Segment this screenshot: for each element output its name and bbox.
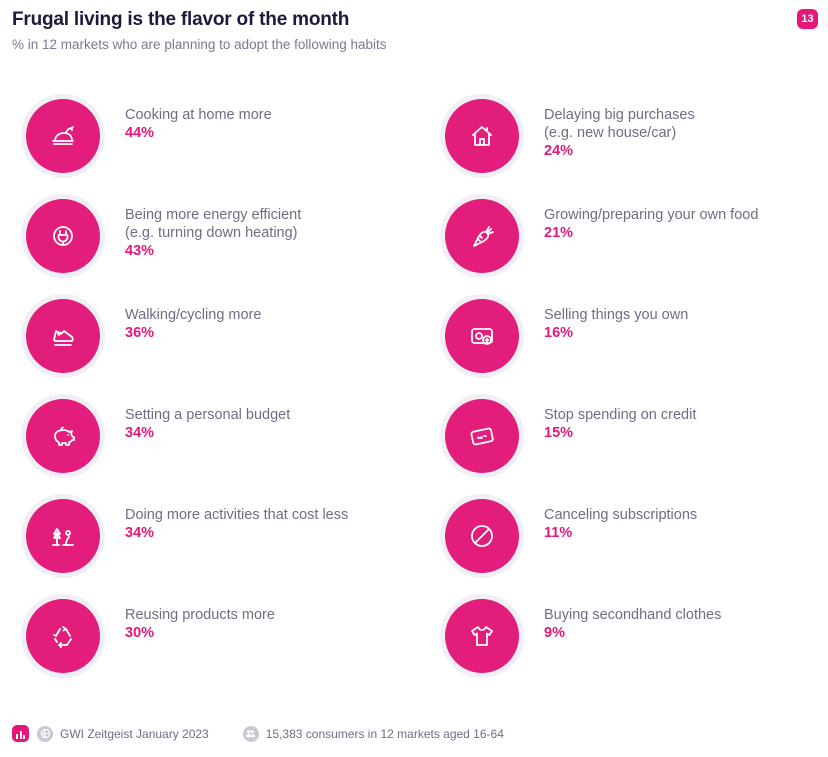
sell-tag-icon	[445, 299, 519, 373]
habit-icon-circle	[440, 294, 524, 378]
habit-label: Being more energy efficient (e.g. turning…	[125, 207, 302, 241]
habit-value: 24%	[544, 143, 574, 159]
page-number-badge: 13	[797, 9, 818, 29]
habit-icon-circle	[440, 594, 524, 678]
habit-item: Walking/cycling more 36%	[21, 294, 421, 380]
habit-icon-circle	[21, 94, 105, 178]
habit-label: Canceling subscriptions	[544, 507, 698, 523]
tshirt-icon	[445, 599, 519, 673]
habit-icon-circle	[440, 494, 524, 578]
habit-item: Canceling subscriptions 11%	[440, 494, 828, 580]
piggy-bank-icon	[26, 399, 100, 473]
footer: GWI Zeitgeist January 2023 15,383 consum…	[12, 725, 504, 742]
carrot-icon	[445, 199, 519, 273]
cancel-icon	[445, 499, 519, 573]
recycle-icon	[26, 599, 100, 673]
habit-value: 21%	[544, 225, 574, 241]
habit-icon-circle	[21, 294, 105, 378]
habit-label: Selling things you own	[544, 307, 689, 323]
habit-label: Reusing products more	[125, 607, 275, 623]
footer-source: GWI Zeitgeist January 2023	[60, 726, 209, 741]
habit-item: Doing more activities that cost less 34%	[21, 494, 421, 580]
habit-label: Stop spending on credit	[544, 407, 697, 423]
running-shoe-icon	[26, 299, 100, 373]
people-icon	[242, 725, 259, 742]
habit-item: Cooking at home more 44%	[21, 94, 421, 180]
habit-item: Setting a personal budget 34%	[21, 394, 421, 480]
habit-item: Buying secondhand clothes 9%	[440, 594, 828, 680]
power-plug-icon	[26, 199, 100, 273]
habit-value: 44%	[125, 125, 155, 141]
habit-icon-circle	[440, 94, 524, 178]
habit-icon-circle	[21, 594, 105, 678]
habit-value: 16%	[544, 325, 574, 341]
habit-label: Buying secondhand clothes	[544, 607, 722, 623]
habit-label: Walking/cycling more	[125, 307, 262, 323]
house-icon	[445, 99, 519, 173]
page-subtitle: % in 12 markets who are planning to adop…	[12, 37, 387, 52]
habit-icon-circle	[440, 394, 524, 478]
habit-label: Growing/preparing your own food	[544, 207, 759, 223]
habit-label: Doing more activities that cost less	[125, 507, 349, 523]
habit-icon-circle	[21, 394, 105, 478]
habit-value: 9%	[544, 625, 565, 641]
habit-item: Selling things you own 16%	[440, 294, 828, 380]
credit-card-icon	[445, 399, 519, 473]
gwi-logo-icon	[12, 725, 29, 742]
habit-item: Reusing products more 30%	[21, 594, 421, 680]
habit-item: Delaying big purchases (e.g. new house/ca…	[440, 94, 828, 180]
habit-value: 36%	[125, 325, 155, 341]
habit-value: 43%	[125, 243, 155, 259]
habit-item: Stop spending on credit 15%	[440, 394, 828, 480]
habit-value: 34%	[125, 525, 155, 541]
habit-value: 11%	[544, 525, 573, 541]
habit-label: Delaying big purchases (e.g. new house/ca…	[544, 107, 695, 141]
habit-label: Setting a personal budget	[125, 407, 291, 423]
roast-chicken-icon	[26, 99, 100, 173]
habit-value: 30%	[125, 625, 155, 641]
outdoor-tree-icon	[26, 499, 100, 573]
globe-icon	[37, 725, 53, 742]
habit-icon-circle	[21, 494, 105, 578]
footer-sample: 15,383 consumers in 12 markets aged 16-6…	[265, 726, 504, 741]
habit-icon-circle	[21, 194, 105, 278]
habit-item: Being more energy efficient (e.g. turning…	[21, 194, 421, 280]
habit-label: Cooking at home more	[125, 107, 272, 123]
habit-icon-circle	[440, 194, 524, 278]
page-title: Frugal living is the flavor of the month	[12, 9, 350, 30]
habit-value: 34%	[125, 425, 155, 441]
habit-value: 15%	[544, 425, 574, 441]
habit-item: Growing/preparing your own food 21%	[440, 194, 828, 280]
